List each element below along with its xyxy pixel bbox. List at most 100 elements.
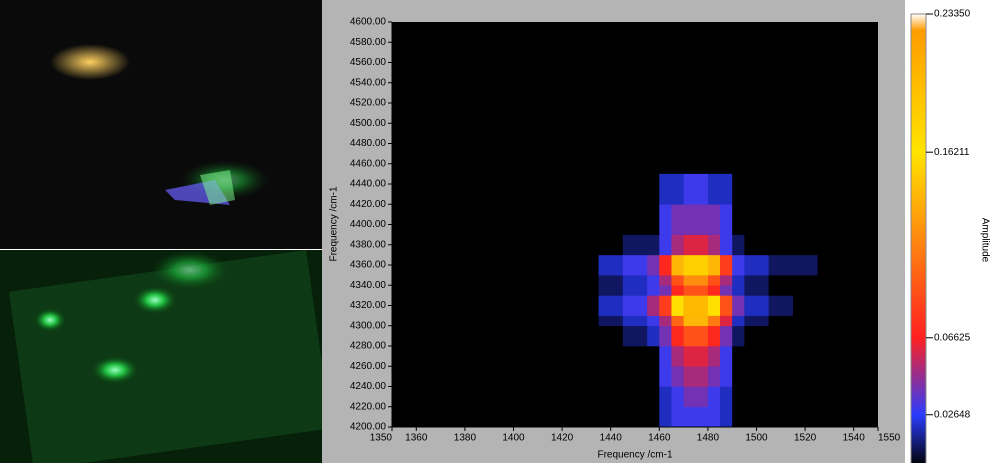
y-tick-label: 4400.00	[350, 219, 387, 230]
heatmap-cell	[707, 275, 721, 286]
heatmap-cell	[659, 285, 672, 296]
heatmap-cell	[659, 366, 672, 387]
photo-bottom	[0, 249, 332, 463]
heatmap-cell	[707, 254, 721, 276]
heatmap-cell	[792, 325, 818, 347]
heatmap-cell	[659, 325, 672, 347]
heatmap-cell	[622, 346, 648, 367]
heatmap-cell	[671, 386, 684, 408]
heatmap-cell	[792, 406, 818, 428]
heatmap-cell	[671, 285, 684, 296]
heatmap-cell	[683, 325, 697, 347]
y-tick-label: 4380.00	[350, 239, 387, 250]
heatmap-cell	[671, 406, 684, 428]
y-tick-label: 4540.00	[350, 77, 387, 88]
heatmap-cell	[671, 315, 684, 327]
heatmap-cell	[720, 295, 733, 316]
y-tick-label: 4300.00	[350, 320, 387, 331]
colorbar-tick-label: 0.06625	[934, 332, 971, 343]
x-axis-label: Frequency /cm-1	[597, 450, 672, 461]
heatmap-cell	[792, 386, 818, 408]
heatmap-cell	[720, 275, 733, 286]
colorbar-label: Amplitude	[979, 218, 990, 263]
heatmap-cell	[622, 285, 648, 296]
x-tick-label: 1520	[794, 433, 817, 444]
heatmap-cell	[647, 325, 660, 347]
heatmap-cell	[720, 315, 733, 327]
colorbar-tick-label: 0.16211	[934, 147, 970, 158]
heatmap-cell	[732, 295, 745, 316]
heatmap-cell	[720, 406, 733, 428]
heatmap-cell	[647, 346, 660, 367]
heatmap-cell	[622, 295, 648, 316]
heatmap-cell	[671, 204, 684, 235]
heatmap-cell	[744, 204, 769, 235]
heatmap-cell	[792, 366, 818, 387]
heatmap-cell	[671, 295, 684, 316]
heatmap-cell	[683, 406, 697, 428]
heatmap-cell	[744, 254, 769, 276]
heatmap-cell	[622, 204, 648, 235]
heatmap-cell	[647, 285, 660, 296]
heatmap-cell	[768, 285, 794, 296]
heatmap-cell	[647, 315, 660, 327]
heatmap-cell	[768, 346, 794, 367]
heatmap-cell	[744, 366, 769, 387]
heatmap-cell	[695, 295, 709, 316]
heatmap-cell	[671, 173, 684, 205]
heatmap-cell	[707, 234, 721, 256]
heatmap-cell	[768, 204, 794, 235]
heatmap-cell	[792, 275, 818, 286]
colorbar-tick-label: 0.02648	[934, 409, 971, 420]
heatmap-cell	[707, 325, 721, 347]
heatmap-cell	[598, 204, 624, 235]
x-tick-label: 1400	[502, 433, 525, 444]
heatmap-cell	[683, 315, 697, 327]
heatmap-cell	[659, 295, 672, 316]
x-tick-label: 1350	[370, 433, 393, 444]
heatmap-cell	[744, 315, 769, 327]
y-tick-label: 4220.00	[350, 401, 387, 412]
heatmap-cell	[732, 406, 745, 428]
heatmap-cell	[622, 173, 648, 205]
heatmap-cell	[683, 366, 697, 387]
heatmap-cell	[647, 386, 660, 408]
heatmap-cell	[792, 204, 818, 235]
y-axis-label: Frequency /cm-1	[329, 186, 340, 261]
heatmap-cell	[732, 366, 745, 387]
heatmap-cell	[768, 366, 794, 387]
y-tick-label: 4360.00	[350, 260, 387, 271]
heatmap-cell	[683, 204, 697, 235]
heatmap-cell	[707, 406, 721, 428]
x-tick-label: 1500	[745, 433, 768, 444]
heatmap-cell	[598, 234, 624, 256]
heatmap-cell	[671, 325, 684, 347]
heatmap-cell	[598, 295, 624, 316]
heatmap-cell	[647, 234, 660, 256]
heatmap-cell	[768, 295, 794, 316]
heatmap-cell	[622, 406, 648, 428]
heatmap-cell	[744, 346, 769, 367]
x-tick-label: 1460	[648, 433, 671, 444]
heatmap-cell	[659, 204, 672, 235]
heatmap-cell	[792, 315, 818, 327]
y-tick-label: 4260.00	[350, 361, 387, 372]
y-tick-label: 4580.00	[350, 37, 387, 48]
colorbar-tick-label: 0.23350	[934, 9, 971, 20]
heatmap-cell	[720, 234, 733, 256]
photo-top	[0, 0, 322, 249]
x-tick-label: 1420	[551, 433, 574, 444]
heatmap-cell	[695, 275, 709, 286]
y-tick-label: 4240.00	[350, 381, 387, 392]
heatmap-cell	[744, 285, 769, 296]
heatmap-cell	[744, 406, 769, 428]
heatmap-cell	[647, 275, 660, 286]
heatmap-cell	[598, 366, 624, 387]
heatmap-cell	[695, 285, 709, 296]
heatmap-cell	[707, 173, 721, 205]
heatmap-cell	[732, 204, 745, 235]
heatmap-cell	[659, 346, 672, 367]
x-tick-label: 1550	[878, 433, 901, 444]
heatmap-cell	[792, 295, 818, 316]
